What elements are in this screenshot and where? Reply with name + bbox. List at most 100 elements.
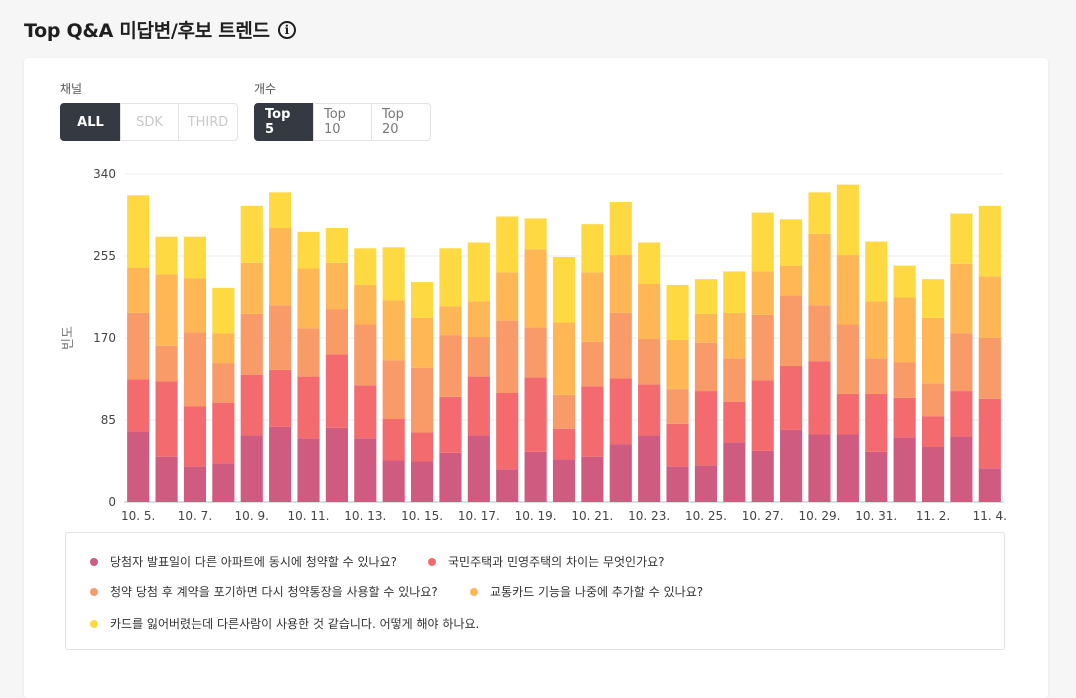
- bar-segment: [638, 338, 661, 385]
- x-tick-label: 10. 15.: [401, 509, 443, 523]
- bar-segment: [780, 265, 803, 296]
- legend-label: 당첨자 발표일이 다른 아파트에 동시에 청약할 수 있나요?: [110, 555, 397, 569]
- bar-segment: [325, 309, 348, 355]
- bar-segment: [780, 429, 803, 502]
- channel-third-button[interactable]: THIRD: [178, 103, 238, 141]
- bar-segment: [865, 393, 888, 452]
- bar-segment: [723, 442, 746, 502]
- bar-segment: [609, 201, 632, 256]
- bar-segment: [666, 339, 689, 390]
- x-tick-label: 10. 9.: [235, 509, 269, 523]
- bar-segment: [127, 312, 150, 380]
- bar-segment: [297, 231, 320, 269]
- bar-segment: [808, 233, 831, 306]
- bar-segment: [723, 358, 746, 402]
- bar-segment: [354, 248, 377, 285]
- count-top5-button[interactable]: Top 5: [254, 103, 314, 141]
- bar-segment: [382, 247, 405, 301]
- channel-segmented-control: ALL SDK THIRD: [60, 103, 238, 141]
- bar-segment: [638, 435, 661, 502]
- bar-segment: [836, 324, 859, 394]
- bar-segment: [240, 435, 263, 502]
- bar-segment: [496, 392, 519, 470]
- legend-item[interactable]: 당첨자 발표일이 다른 아파트에 동시에 청약할 수 있나요?: [90, 553, 397, 570]
- bar-segment: [751, 212, 774, 272]
- bar-segment: [751, 450, 774, 502]
- bar-segment: [524, 451, 547, 502]
- legend-item[interactable]: 국민주택과 민영주택의 차이는 무엇인가요?: [428, 553, 665, 570]
- bar-segment: [836, 184, 859, 256]
- count-filter-label: 개수: [254, 82, 277, 96]
- bar-segment: [609, 444, 632, 502]
- x-tick-label: 10. 29.: [798, 509, 840, 523]
- bar-segment: [836, 393, 859, 435]
- bar-segment: [836, 255, 859, 325]
- bar-segment: [921, 383, 945, 417]
- x-tick-label: 10. 11.: [288, 509, 330, 523]
- bar-segment: [410, 317, 434, 368]
- bar-segment: [552, 322, 576, 395]
- x-tick-label: 10. 13.: [344, 509, 386, 523]
- bar-segment: [127, 431, 150, 502]
- legend-dot-icon: [470, 587, 478, 596]
- legend-item[interactable]: 교통카드 기능을 나중에 추가할 수 있나요?: [470, 583, 703, 600]
- bar-segment: [581, 272, 604, 342]
- bar-segment: [269, 305, 292, 370]
- y-tick-label: 340: [93, 167, 116, 181]
- bar-segment: [921, 279, 945, 318]
- count-top10-button[interactable]: Top 10: [313, 103, 372, 141]
- bar-segment: [638, 283, 661, 339]
- x-tick-label: 10. 31.: [855, 509, 897, 523]
- bar-segment: [524, 249, 547, 328]
- info-icon[interactable]: i: [277, 20, 296, 39]
- bar-segment: [950, 213, 973, 264]
- bar-segment: [893, 297, 916, 363]
- stacked-bar-chart: 0 85 170 255 340 빈도 10. 5. 10. 7. 10. 9. 10. 11. 1…: [61, 167, 1007, 523]
- bar-segment: [638, 384, 661, 436]
- bar-segment: [808, 192, 831, 234]
- bar-segment: [978, 398, 1001, 469]
- bar-segment: [155, 274, 178, 346]
- bar-segment: [723, 271, 746, 313]
- bar-segment: [950, 436, 973, 502]
- bar-segment: [950, 333, 973, 392]
- trend-card: 채널 ALL SDK THIRD 개수 Top 5 Top 10 Top 20 …: [24, 58, 1048, 698]
- bar-segment: [666, 284, 689, 340]
- bar-segment: [552, 459, 576, 502]
- bar-segment: [638, 242, 661, 284]
- bar-segment: [808, 434, 831, 502]
- bar-segment: [836, 434, 859, 502]
- bar-segment: [410, 461, 434, 502]
- bar-segment: [183, 236, 207, 279]
- page-title-text: Top Q&A 미답변/후보 트렌드: [24, 20, 270, 42]
- y-tick-label: 0: [108, 495, 116, 509]
- bar-segment: [666, 466, 689, 502]
- x-tick-label: 11. 4.: [973, 509, 1007, 523]
- bar-segment: [496, 469, 519, 502]
- x-tick-label: 10. 17.: [458, 509, 500, 523]
- bar-segment: [865, 241, 888, 302]
- channel-filter: 채널 ALL SDK THIRD: [60, 80, 238, 141]
- bar-segment: [127, 267, 150, 313]
- bar-segment: [581, 341, 604, 387]
- x-tick-label: 10. 7.: [178, 509, 212, 523]
- bar-segment: [751, 380, 774, 451]
- bar-segment: [893, 397, 916, 438]
- count-top20-button[interactable]: Top 20: [371, 103, 431, 141]
- legend-label: 국민주택과 민영주택의 차이는 무엇인가요?: [448, 555, 665, 569]
- bar-segment: [155, 236, 178, 275]
- bar-segment: [893, 437, 916, 502]
- bar-segment: [127, 195, 150, 268]
- channel-all-button[interactable]: ALL: [60, 103, 121, 141]
- bar-segment: [297, 376, 320, 439]
- legend-item[interactable]: 청약 당첨 후 계약을 포기하면 다시 청약통장을 사용할 수 있나요?: [90, 583, 438, 600]
- bar-segment: [354, 385, 377, 439]
- bar-segment: [439, 452, 462, 502]
- legend-label: 교통카드 기능을 나중에 추가할 수 있나요?: [490, 585, 704, 599]
- bar-segment: [751, 271, 774, 315]
- bar-segment: [921, 416, 945, 448]
- x-tick-label: 10. 5.: [121, 509, 155, 523]
- legend-item[interactable]: 카드를 잃어버렸는데 다른사람이 사용한 것 같습니다. 어떻게 해야 하나요.: [90, 615, 479, 632]
- bar-segment: [410, 432, 434, 462]
- channel-sdk-button[interactable]: SDK: [120, 103, 179, 141]
